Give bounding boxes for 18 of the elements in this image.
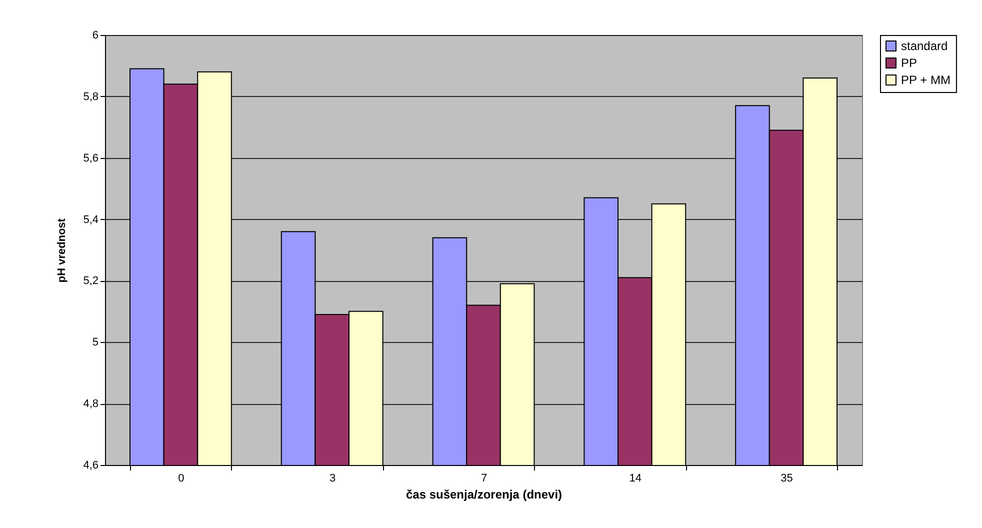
y-tick-label: 4,8	[83, 398, 98, 410]
legend-label: PP	[901, 56, 918, 70]
y-tick-label: 5,6	[83, 152, 98, 164]
y-tick-label: 4,6	[83, 460, 98, 472]
x-tick-label: 0	[178, 472, 184, 484]
y-axis-title: pH vrednost	[56, 218, 68, 283]
x-tick-label: 14	[629, 472, 642, 484]
y-tick-label: 5,4	[83, 214, 98, 226]
y-tick-label: 5,8	[83, 90, 98, 103]
y-tick-label: 5	[92, 336, 98, 349]
x-tick-label: 7	[480, 472, 488, 484]
x-tick-label: 35	[780, 472, 793, 484]
legend-label: standard	[901, 39, 948, 53]
legend-label: PP + MM	[901, 73, 950, 87]
y-tick-label: 5,2	[83, 275, 98, 288]
x-axis-title: čas sušenja/zorenja (dnevi)	[406, 488, 562, 502]
x-tick-label: 3	[330, 472, 336, 484]
y-tick-label: 6	[92, 30, 98, 42]
